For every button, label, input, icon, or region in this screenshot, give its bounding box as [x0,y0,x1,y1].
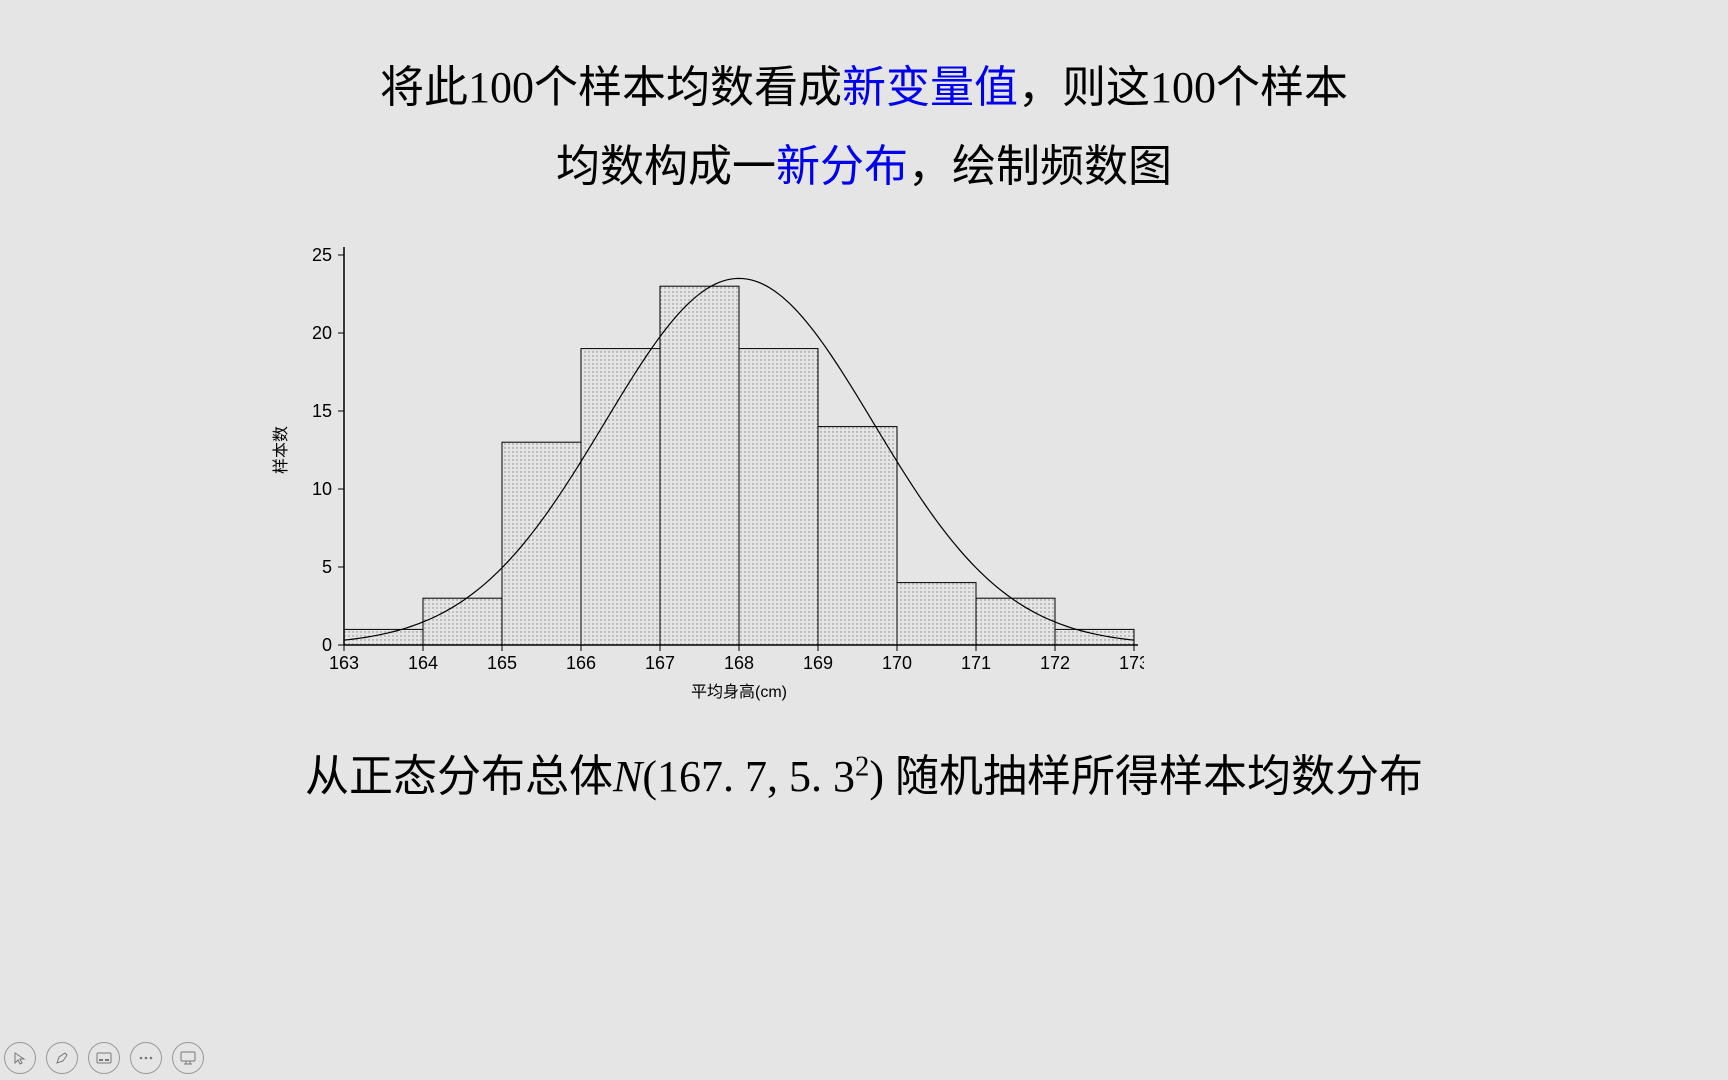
histogram-chart: 0 5 10 15 20 25 163 164 165 166 167 168 169 170 171 172… [244,235,1144,715]
x-tick-label: 170 [882,653,912,673]
title-line1-hl: 新变量值 [842,63,1018,112]
x-tick-label: 172 [1040,653,1070,673]
bar [1055,629,1134,645]
title-line2-a: 均数构成一 [556,142,776,191]
x-tick-label: 165 [487,653,517,673]
bar [818,427,897,645]
subtitle-icon[interactable] [88,1042,120,1074]
display-icon[interactable] [172,1042,204,1074]
bar [897,583,976,645]
x-axis-label: 平均身高(cm) [691,683,787,701]
x-tick-label: 166 [566,653,596,673]
pointer-icon[interactable] [4,1042,36,1074]
x-tick-label: 173 [1119,653,1144,673]
y-tick-label: 5 [322,557,332,577]
footer-params-sup: 2 [855,751,869,782]
y-tick-label: 25 [312,245,332,265]
slide: 将此100个样本均数看成新变量值，则这100个样本 均数构成一新分布，绘制频数图… [0,0,1728,1080]
y-tick-label: 10 [312,479,332,499]
footer-text: 从正态分布总体N(167. 7, 5. 32) 随机抽样所得样本均数分布 [0,740,1728,804]
bar [976,598,1055,645]
title-line1-b: ，则这100个样本 [1018,63,1348,112]
y-tick-label: 20 [312,323,332,343]
presentation-toolbar [4,1042,204,1074]
x-tick-label: 164 [408,653,438,673]
footer-params-a: (167. 7, 5. 3 [642,752,855,801]
title-line2-hl: 新分布 [776,142,908,191]
x-tick-label: 169 [803,653,833,673]
bar [502,442,581,645]
y-tick-label: 0 [322,635,332,655]
bar [344,629,423,645]
y-axis-label: 样本数 [272,426,290,474]
x-tick-label: 167 [645,653,675,673]
bar [581,349,660,645]
footer-params-b: ) 随机抽样所得样本均数分布 [869,752,1423,801]
pen-icon[interactable] [46,1042,78,1074]
bar [739,349,818,645]
title-block: 将此100个样本均数看成新变量值，则这100个样本 均数构成一新分布，绘制频数图 [0,48,1728,206]
y-tick-label: 15 [312,401,332,421]
x-tick-label: 168 [724,653,754,673]
x-tick-label: 163 [329,653,359,673]
bar [660,286,739,645]
bar [423,598,502,645]
footer-prefix: 从正态分布总体 [305,752,613,801]
title-line1-a: 将此100个样本均数看成 [380,63,842,112]
title-line2-b: ，绘制频数图 [908,142,1172,191]
x-tick-label: 171 [961,653,991,673]
footer-dist-letter: N [613,752,642,801]
more-icon[interactable] [130,1042,162,1074]
